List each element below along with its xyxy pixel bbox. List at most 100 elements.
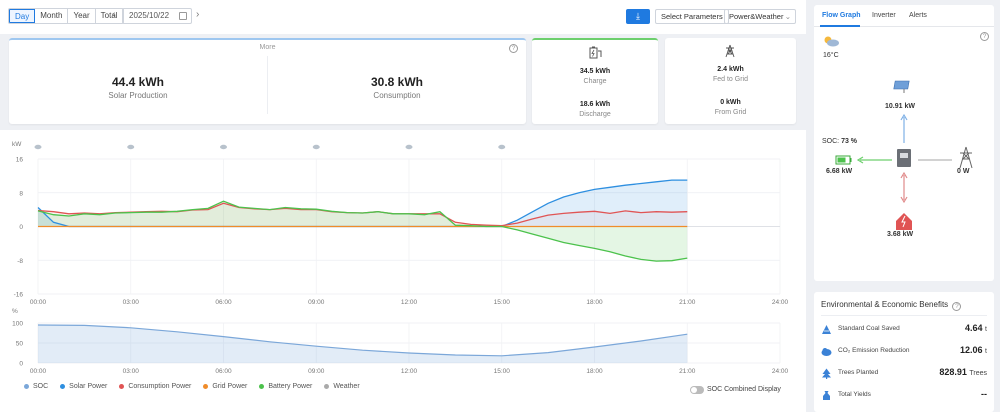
battery-station-icon (589, 46, 602, 59)
solar-flow-arrow (900, 113, 908, 121)
download-button[interactable]: ⤓ (626, 9, 650, 24)
battery-icon (835, 155, 852, 165)
y-tick-label: 8 (19, 190, 23, 197)
discharge-label: Discharge (579, 111, 611, 118)
load-power-value: 3.68 kW (887, 231, 914, 238)
solar-production-label: Solar Production (108, 91, 168, 100)
weather-cloud-icon (312, 144, 320, 150)
help-icon[interactable]: ? (980, 32, 989, 41)
help-icon[interactable]: ? (952, 302, 962, 311)
divider (821, 315, 987, 316)
solar-panel-icon (893, 80, 910, 93)
env-value: 828.91 Trees (939, 367, 987, 377)
period-year[interactable]: Year (68, 9, 96, 23)
weather-cloud-icon (498, 144, 506, 150)
x-tick-label: 06:00 (215, 299, 232, 306)
partly-cloudy-icon (824, 36, 839, 47)
y-tick-label: 0 (19, 224, 23, 231)
date-picker[interactable]: 2025/10/22 (122, 8, 192, 24)
tab-flow-graph[interactable]: Flow Graph (822, 12, 861, 19)
tab-alerts[interactable]: Alerts (909, 12, 927, 19)
weather-cloud-icon (405, 144, 413, 150)
power-chart[interactable]: kW 16 8 0 -8 -16 00:00 03:00 06:00 09:00 12:00 15:0… (0, 130, 806, 412)
grid-card: 2.4 kWh Fed to Grid 0 kWh From Grid (665, 38, 796, 124)
legend-battery-power[interactable]: Battery Power (259, 383, 312, 390)
x-tick-label: 24:00 (772, 299, 789, 306)
x-tick-label: 15:00 (494, 368, 511, 375)
legend-label: Grid Power (212, 383, 248, 390)
chevron-right-icon[interactable]: › (196, 9, 200, 20)
x-tick-label: 21:00 (679, 368, 696, 375)
soc-label: SOC: (822, 138, 840, 145)
legend-dot (324, 384, 330, 389)
legend-label: Battery Power (268, 383, 313, 390)
x-tick-label: 06:00 (215, 368, 232, 375)
consumption-value: 30.8 kWh (370, 75, 424, 89)
period-total[interactable]: Total (95, 9, 123, 23)
discharge-value: 18.6 kWh (579, 101, 611, 108)
from-grid-value: 0 kWh (720, 99, 741, 106)
co2-cloud-icon (821, 348, 832, 356)
soc-combined-label: SOC Combined Display (707, 386, 781, 393)
env-row-trees: Trees Planted 828.91 Trees (821, 366, 991, 386)
soc-line (37, 324, 688, 357)
x-tick-label: 24:00 (772, 368, 789, 375)
consumption-label: Consumption (373, 91, 421, 100)
tab-inverter[interactable]: Inverter (872, 12, 896, 19)
flow-tabs: Flow Graph Inverter Alerts (814, 5, 994, 27)
legend-grid-power[interactable]: Grid Power (203, 383, 247, 390)
env-value-number: 4.64 (965, 323, 983, 333)
legend-dot (203, 384, 209, 389)
weather-cloud-icon (34, 144, 42, 150)
legend-label: Weather (333, 383, 360, 390)
env-label: Total Yields (838, 391, 871, 398)
solar-production-value: 44.4 kWh (111, 75, 165, 89)
x-tick-label: 12:00 (401, 299, 418, 306)
series-line-battery-power (37, 200, 688, 262)
x-tick-label: 18:00 (586, 368, 603, 375)
x-tick-label: 18:00 (586, 299, 603, 306)
charge-label: Charge (583, 78, 607, 85)
x-tick-label: 21:00 (679, 299, 696, 306)
soc-combined-toggle[interactable] (690, 386, 704, 394)
calendar-icon (179, 12, 187, 20)
legend-consumption-power[interactable]: Consumption Power (119, 383, 191, 390)
env-label: Trees Planted (838, 369, 879, 376)
period-month[interactable]: Month (35, 9, 69, 23)
legend-solar-power[interactable]: Solar Power (60, 383, 107, 390)
weather-cloud-icon (220, 144, 227, 150)
soc-area (38, 325, 688, 363)
env-row-yields: Total Yields -- (821, 388, 991, 408)
inverter-icon (897, 149, 911, 167)
soc-readout: SOC: 73 % (822, 138, 857, 145)
tree-icon (822, 368, 831, 379)
legend-dot (119, 384, 125, 389)
y-tick-label: 50 (16, 341, 24, 348)
x-tick-label: 03:00 (123, 299, 140, 306)
x-tick-label: 09:00 (308, 299, 325, 306)
help-icon[interactable]: ? (509, 44, 518, 53)
env-row-coal: Standard Coal Saved 4.64 t (821, 322, 991, 342)
more-link[interactable]: More (259, 44, 276, 51)
y-tick-label: 0 (19, 361, 23, 368)
download-icon: ⤓ (636, 11, 640, 21)
env-label: CO₂ Emission Reduction (838, 347, 910, 354)
x-tick-label: 03:00 (123, 368, 140, 375)
chevron-left-icon[interactable]: ‹ (112, 9, 116, 20)
env-unit: t (985, 348, 987, 355)
view-select-value: Power&Weather (729, 12, 784, 21)
select-parameters-button[interactable]: Select Parameters (655, 9, 729, 24)
legend-weather[interactable]: Weather (324, 383, 360, 390)
y-tick-label: -8 (17, 258, 23, 265)
view-select[interactable]: Power&Weather ⌄ (724, 9, 796, 24)
legend-soc[interactable]: SOC (24, 383, 48, 390)
env-value-number: 12.06 (960, 345, 983, 355)
divider (267, 56, 268, 114)
env-unit: t (985, 326, 987, 333)
y-tick-label: -16 (14, 292, 24, 299)
battery-power-value: 6.68 kW (826, 168, 853, 175)
from-grid-label: From Grid (714, 109, 747, 116)
date-value: 2025/10/22 (129, 11, 170, 20)
weather-cloud-icon (127, 144, 135, 150)
period-day[interactable]: Day (9, 9, 36, 23)
